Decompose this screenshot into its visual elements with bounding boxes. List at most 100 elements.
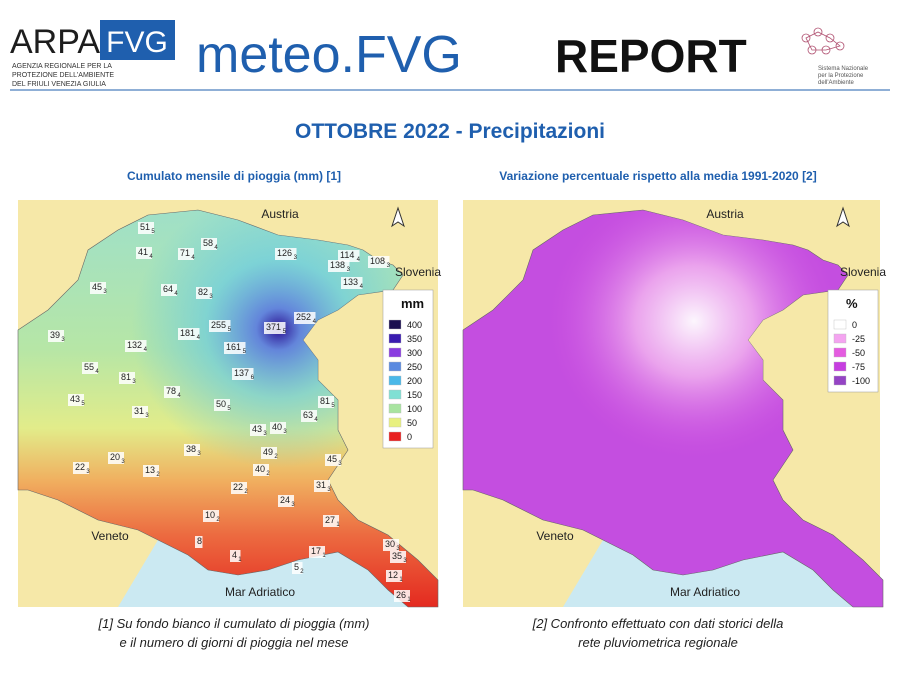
station-value: 255 [211, 320, 226, 330]
station-days: 4 [214, 245, 218, 251]
place-label: Slovenia [840, 265, 886, 279]
place-label: Austria [261, 207, 299, 221]
station-days: 1 [407, 597, 411, 603]
station-days: 4 [197, 335, 201, 341]
logo-line: PROTEZIONE DELL'AMBIENTE [12, 72, 114, 79]
place-label: Veneto [91, 529, 129, 543]
logo-text: FVG [106, 26, 168, 59]
station-box [90, 282, 106, 294]
station-box [292, 562, 303, 574]
station-box [48, 330, 64, 342]
caption: [2] Confronto effettuato con dati storic… [532, 616, 784, 631]
station-box [386, 570, 402, 582]
logo-line: per la Protezione [818, 73, 864, 79]
station-value: 126 [277, 248, 292, 258]
legend-swatch [833, 333, 847, 344]
legend-label: 350 [407, 334, 422, 344]
station-days: 4 [144, 347, 148, 353]
station-box [178, 328, 200, 340]
station-value: 82 [198, 287, 208, 297]
legend-title: mm [401, 296, 424, 311]
station-days: 1 [336, 522, 340, 528]
station-box [164, 386, 180, 398]
station-value: 20 [110, 452, 120, 462]
logo-text: ARPA [10, 23, 100, 61]
logo-line: dell'Ambiente [818, 80, 854, 86]
legend-label: 200 [407, 376, 422, 386]
station-value: 114 [340, 250, 354, 260]
station-value: 40 [272, 422, 282, 432]
station-box [323, 515, 339, 527]
station-box [341, 277, 363, 289]
station-days: 3 [327, 487, 331, 493]
station-value: 133 [343, 277, 358, 287]
station-value: 64 [163, 284, 173, 294]
station-value: 22 [75, 462, 85, 472]
station-days: 3 [86, 469, 90, 475]
station-box [195, 536, 203, 548]
place-label: Veneto [536, 529, 574, 543]
station-box [82, 362, 98, 374]
station-box [108, 452, 124, 464]
station-days: 4 [149, 254, 153, 260]
station-days: 4 [313, 319, 317, 325]
station-value: 371 [266, 322, 281, 332]
caption: e il numero di giorni di pioggia nel mes… [119, 635, 348, 650]
station-box [143, 465, 159, 477]
station-box [119, 372, 135, 384]
legend-swatch [388, 431, 402, 442]
station-box [125, 340, 147, 352]
page-title: OTTOBRE 2022 - Precipitazioni [295, 120, 605, 143]
station-days: 2 [216, 517, 220, 523]
station-days: 3 [294, 255, 298, 261]
station-box [184, 444, 200, 456]
station-value: 161 [226, 342, 241, 352]
station-days: 1 [399, 577, 403, 583]
station-value: 31 [316, 480, 326, 490]
station-box [383, 539, 399, 551]
station-value: 8 [197, 536, 202, 546]
station-days: 4 [177, 393, 181, 399]
station-value: 43 [252, 424, 262, 434]
station-value: 10 [205, 510, 215, 520]
legend-label: 400 [407, 320, 422, 330]
station-value: 26 [396, 590, 406, 600]
station-value: 35 [392, 551, 402, 561]
legend-swatch [833, 375, 847, 386]
station-box [230, 550, 241, 562]
station-days: 5 [283, 329, 287, 335]
station-value: 45 [327, 454, 337, 464]
station-box [73, 462, 89, 474]
panel-subtitle: Variazione percentuale rispetto alla med… [499, 169, 816, 183]
station-days: 1 [238, 557, 242, 563]
place-label: Mar Adriatico [670, 585, 740, 599]
legend-swatch [833, 347, 847, 358]
station-days: 3 [61, 337, 65, 343]
station-box [394, 590, 410, 602]
station-box [178, 248, 194, 260]
station-box [224, 342, 246, 354]
station-value: 181 [180, 328, 195, 338]
station-box [294, 312, 316, 324]
station-box [136, 247, 152, 259]
station-days: 3 [121, 459, 125, 465]
legend-swatch [833, 319, 847, 330]
station-value: 13 [145, 465, 155, 475]
station-box [318, 396, 334, 408]
place-label: Mar Adriatico [225, 585, 295, 599]
legend-label: 0 [852, 320, 857, 330]
legend-swatch [388, 361, 402, 372]
station-days: 4 [357, 257, 361, 263]
station-value: 78 [166, 386, 176, 396]
caption: rete pluviometrica regionale [578, 635, 738, 650]
station-days: 3 [197, 451, 201, 457]
station-days: 1 [322, 553, 326, 559]
legend-swatch [388, 417, 402, 428]
north-arrow [836, 206, 850, 228]
station-days: 5 [151, 229, 155, 235]
station-value: 41 [138, 247, 148, 257]
station-value: 30 [385, 539, 395, 549]
station-box [338, 250, 360, 262]
logo-line: AGENZIA REGIONALE PER LA [12, 63, 112, 70]
